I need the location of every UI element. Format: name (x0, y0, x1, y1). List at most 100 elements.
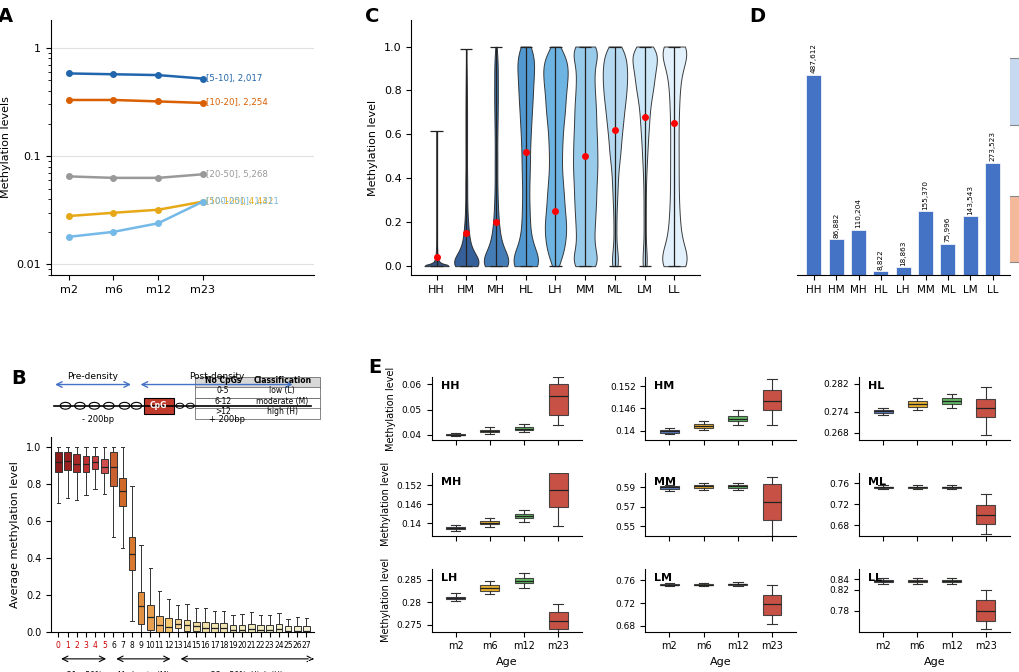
Text: 155,370: 155,370 (921, 180, 927, 210)
FancyBboxPatch shape (1004, 196, 1019, 262)
PathPatch shape (659, 584, 678, 585)
FancyBboxPatch shape (195, 387, 319, 398)
Text: [10-20], 2,254: [10-20], 2,254 (206, 98, 268, 108)
PathPatch shape (907, 487, 926, 488)
Text: Pre-density: Pre-density (67, 372, 118, 382)
Text: 487,612: 487,612 (810, 43, 816, 73)
Text: [50-100], 4,442: [50-100], 4,442 (206, 197, 273, 206)
PathPatch shape (907, 581, 926, 582)
PathPatch shape (445, 597, 465, 599)
PathPatch shape (193, 622, 200, 632)
PathPatch shape (147, 605, 154, 630)
PathPatch shape (55, 452, 61, 472)
PathPatch shape (480, 430, 498, 432)
PathPatch shape (156, 616, 163, 632)
PathPatch shape (548, 612, 567, 630)
Y-axis label: Methylation level: Methylation level (380, 558, 390, 642)
PathPatch shape (694, 485, 712, 488)
Text: C: C (365, 7, 379, 26)
Text: 273,523: 273,523 (988, 131, 995, 161)
Text: + 200bp: + 200bp (209, 415, 245, 424)
Bar (940, 244, 955, 275)
PathPatch shape (728, 584, 747, 585)
PathPatch shape (942, 487, 960, 488)
PathPatch shape (248, 624, 255, 632)
Text: >12: >12 (215, 407, 230, 417)
Bar (850, 230, 865, 275)
PathPatch shape (728, 416, 747, 421)
PathPatch shape (480, 521, 498, 524)
Text: Moderate (M): Moderate (M) (117, 671, 169, 672)
Text: [5-10], 2,017: [5-10], 2,017 (206, 74, 263, 83)
PathPatch shape (762, 390, 781, 411)
PathPatch shape (548, 473, 567, 507)
Text: 110,204: 110,204 (855, 198, 861, 228)
PathPatch shape (762, 595, 781, 615)
PathPatch shape (694, 424, 712, 427)
PathPatch shape (229, 625, 236, 632)
Text: ML: ML (867, 477, 886, 487)
PathPatch shape (266, 625, 273, 632)
PathPatch shape (73, 454, 79, 472)
Text: B: B (11, 369, 26, 388)
PathPatch shape (942, 398, 960, 404)
PathPatch shape (873, 487, 892, 489)
PathPatch shape (659, 430, 678, 433)
PathPatch shape (762, 485, 781, 520)
X-axis label: Age: Age (495, 657, 518, 667)
PathPatch shape (873, 410, 892, 413)
PathPatch shape (303, 626, 310, 632)
X-axis label: Age: Age (923, 657, 945, 667)
Text: 75,996: 75,996 (944, 217, 950, 243)
PathPatch shape (92, 456, 98, 469)
Text: 18,863: 18,863 (900, 241, 905, 266)
PathPatch shape (257, 625, 264, 632)
FancyBboxPatch shape (144, 398, 174, 414)
Bar (895, 267, 910, 275)
PathPatch shape (514, 578, 533, 583)
Text: - 200bp: - 200bp (83, 415, 114, 424)
PathPatch shape (975, 505, 995, 524)
Text: A: A (0, 7, 13, 26)
PathPatch shape (238, 625, 246, 632)
Text: low (L): low (L) (269, 386, 294, 395)
PathPatch shape (275, 624, 282, 632)
Bar (805, 75, 820, 275)
Text: 8,822: 8,822 (877, 249, 883, 270)
Text: Q1 >50%: Q1 >50% (65, 671, 102, 672)
Text: LL: LL (867, 573, 881, 583)
PathPatch shape (548, 384, 567, 415)
Text: E: E (368, 358, 381, 377)
Y-axis label: Average methylation level: Average methylation level (10, 461, 20, 608)
Text: HL: HL (867, 381, 883, 391)
PathPatch shape (128, 537, 136, 571)
PathPatch shape (138, 593, 145, 624)
Text: LM: LM (654, 573, 672, 583)
PathPatch shape (165, 618, 172, 632)
PathPatch shape (211, 624, 218, 632)
Y-axis label: Methylation level: Methylation level (380, 462, 390, 546)
PathPatch shape (110, 452, 117, 486)
PathPatch shape (694, 584, 712, 585)
Text: 86,882: 86,882 (833, 212, 839, 238)
PathPatch shape (728, 485, 747, 488)
PathPatch shape (975, 600, 995, 622)
Text: MH: MH (440, 477, 461, 487)
Bar (872, 271, 888, 275)
PathPatch shape (480, 585, 498, 591)
PathPatch shape (101, 459, 107, 473)
PathPatch shape (83, 456, 89, 472)
Text: LH: LH (440, 573, 457, 583)
Y-axis label: Methylation level: Methylation level (386, 366, 395, 450)
FancyBboxPatch shape (195, 376, 319, 388)
Text: No CpGs: No CpGs (205, 376, 242, 385)
FancyBboxPatch shape (1004, 58, 1019, 124)
PathPatch shape (202, 622, 209, 632)
Bar (984, 163, 999, 275)
PathPatch shape (514, 513, 533, 519)
PathPatch shape (64, 452, 70, 470)
PathPatch shape (659, 487, 678, 489)
PathPatch shape (445, 434, 465, 435)
Text: moderate (M): moderate (M) (256, 397, 308, 406)
Bar (917, 211, 932, 275)
